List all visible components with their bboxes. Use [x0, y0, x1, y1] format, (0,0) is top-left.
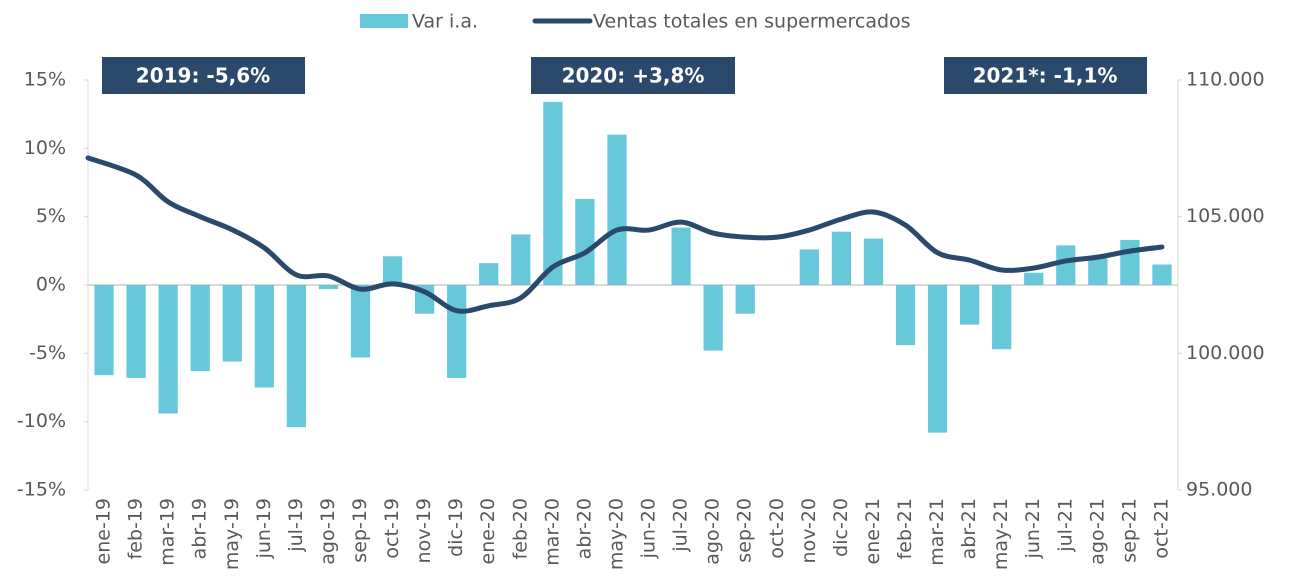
y-tick-label: 0% [36, 274, 66, 296]
x-tick-label: jun-21 [1022, 498, 1044, 559]
bar [1120, 239, 1140, 285]
bar [511, 234, 531, 285]
legend-label: Var i.a. [412, 11, 478, 33]
bar [222, 285, 242, 362]
x-tick-label: feb-19 [125, 498, 147, 559]
x-tick-label: mar-19 [157, 498, 179, 566]
x-tick-label: mar-20 [541, 498, 563, 566]
bar [960, 285, 980, 325]
x-tick-label: oct-20 [766, 498, 788, 559]
bar [447, 285, 467, 378]
annotation-box [102, 57, 305, 94]
bar [126, 285, 146, 378]
x-tick-label: feb-21 [894, 498, 916, 559]
x-tick-label: sep-20 [734, 498, 756, 563]
bar [543, 101, 563, 285]
bar [318, 285, 339, 290]
x-tick-label: may-20 [605, 498, 627, 570]
bar [831, 231, 851, 285]
bar [671, 227, 691, 285]
x-tick-label: jul-19 [285, 498, 307, 553]
y-tick-label: 10% [24, 137, 66, 159]
bar [190, 285, 210, 372]
bar [1024, 272, 1044, 285]
bar [382, 256, 403, 285]
x-tick-label: ago-19 [317, 498, 339, 565]
y-tick-label: -10% [17, 410, 66, 432]
annotation: 2019: -5,6% [136, 64, 270, 88]
x-tick-label: dic-20 [830, 498, 852, 557]
x-tick-label: nov-19 [413, 498, 435, 563]
bar [735, 285, 755, 314]
x-tick-label: nov-20 [798, 498, 820, 563]
bar [1056, 245, 1076, 285]
y2-tick-label: 100.000 [1186, 342, 1265, 364]
x-tick-label: ago-21 [1086, 498, 1108, 565]
bar [254, 285, 274, 388]
bar [350, 285, 371, 358]
bar [992, 285, 1012, 350]
bar [94, 285, 114, 376]
x-tick-label: dic-19 [445, 498, 467, 557]
bar [703, 285, 723, 351]
x-tick-label: abr-21 [958, 498, 980, 559]
x-tick-label: abr-19 [189, 498, 211, 559]
x-tick-label: mar-21 [926, 498, 948, 566]
bar [286, 285, 306, 428]
bar [1152, 264, 1172, 285]
x-tick-label: ene-19 [93, 498, 115, 564]
y2-tick-label: 95.000 [1186, 479, 1252, 501]
annotation-box [944, 57, 1147, 94]
y-tick-label: 15% [24, 69, 66, 91]
x-tick-label: jul-20 [670, 498, 692, 553]
bar [479, 263, 499, 285]
x-tick-label: jun-19 [253, 498, 275, 559]
bar [575, 198, 595, 285]
line [85, 155, 1165, 314]
x-tick-label: oct-19 [381, 498, 403, 559]
x-tick-label: oct-21 [1150, 498, 1172, 559]
y-tick-label: -15% [17, 479, 66, 501]
x-tick-label: sep-21 [1118, 498, 1140, 563]
bar [799, 249, 819, 285]
bar [158, 285, 178, 414]
legend-swatch [360, 14, 408, 28]
bar [895, 285, 916, 346]
x-tick-label: jun-20 [638, 498, 660, 559]
y2-tick-label: 105.000 [1186, 205, 1265, 227]
annotation: 2021*: -1,1% [973, 64, 1118, 88]
annotation: 2020: +3,8% [562, 64, 705, 88]
bar [607, 134, 627, 285]
x-tick-label: sep-19 [349, 498, 371, 563]
x-tick-label: ene-20 [477, 498, 499, 564]
x-tick-label: jul-21 [1054, 498, 1076, 553]
legend-label: Ventas totales en supermercados [593, 11, 911, 33]
x-tick-label: abr-20 [573, 498, 595, 559]
x-tick-label: may-21 [990, 498, 1012, 570]
x-tick-label: may-19 [221, 498, 243, 570]
x-tick-label: ago-20 [702, 498, 724, 565]
bar [1088, 257, 1108, 285]
y2-tick-label: 110.000 [1186, 69, 1265, 91]
x-tick-label: ene-21 [862, 498, 884, 564]
annotation-box [531, 57, 735, 94]
bar [863, 238, 884, 285]
bar [927, 285, 948, 433]
y-tick-label: -5% [29, 342, 66, 364]
y-tick-label: 5% [36, 205, 66, 227]
x-tick-label: feb-20 [509, 498, 531, 559]
